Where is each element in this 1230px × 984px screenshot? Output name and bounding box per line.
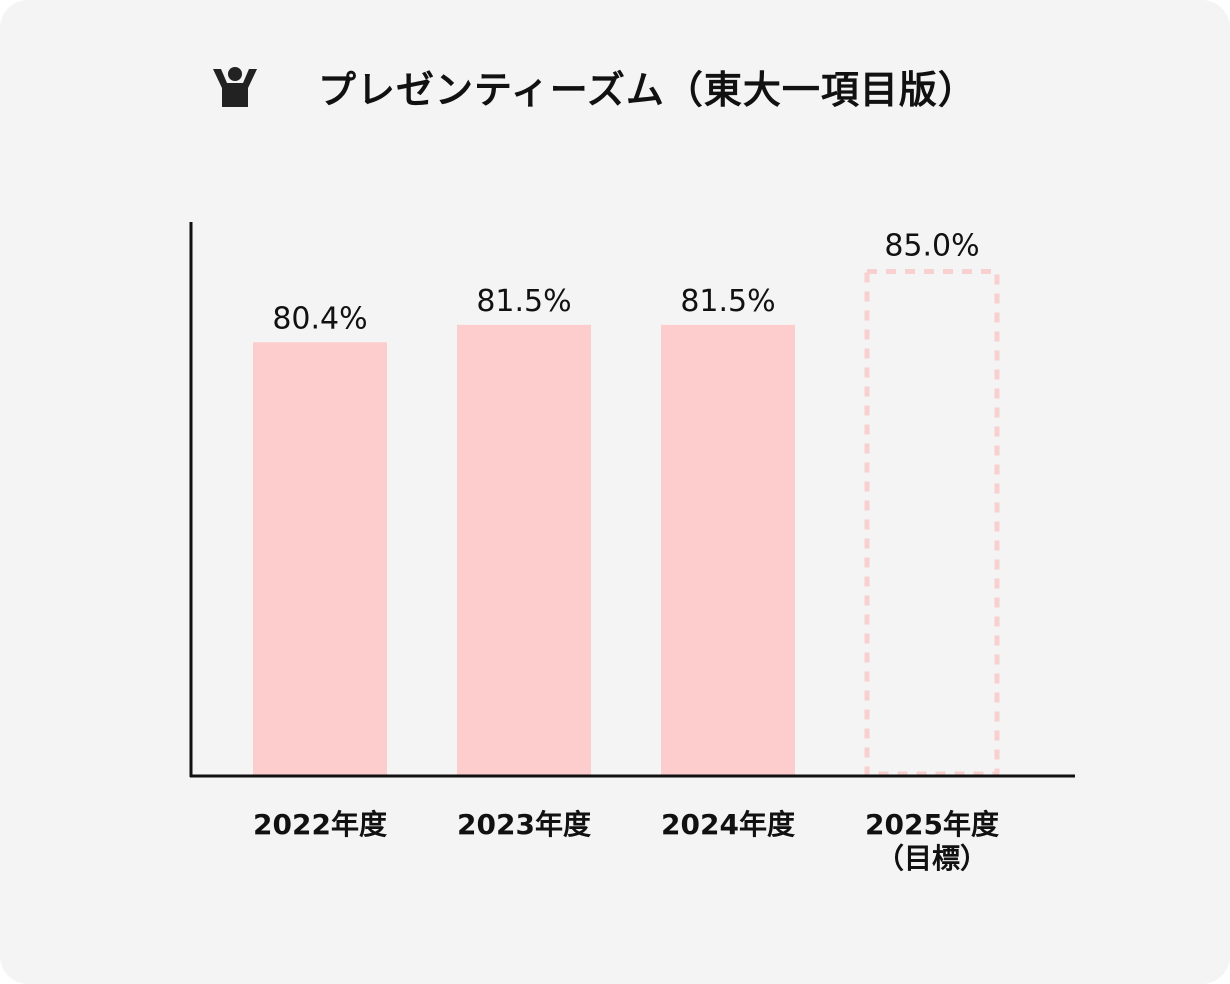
value-label-3: 85.0% (884, 228, 979, 263)
bar-1 (457, 324, 591, 776)
bar-target-3 (864, 268, 1000, 777)
category-label-2: 2024年度 (661, 808, 795, 841)
category-label-0: 2022年度 (253, 808, 387, 841)
bar-0 (253, 342, 387, 776)
value-label-2: 81.5% (680, 284, 775, 319)
value-label-0: 80.4% (272, 301, 367, 336)
category-label-1: 2023年度 (457, 808, 591, 841)
title-row: プレゼンティーズム（東大一項目版） (210, 58, 977, 114)
bars-layer (253, 268, 1000, 777)
category-label-3: 2025年度 (865, 808, 999, 841)
bar-2 (661, 324, 795, 776)
labels-layer: 80.4% 2022年度 81.5% 2023年度 81.5% 2024年度 85.0% 20… (253, 228, 999, 875)
value-label-1: 81.5% (476, 284, 571, 319)
category-note-3: （目標） (876, 842, 988, 875)
chart-title: プレゼンティーズム（東大一項目版） (318, 67, 977, 112)
person-raising-arms-icon (213, 67, 257, 107)
